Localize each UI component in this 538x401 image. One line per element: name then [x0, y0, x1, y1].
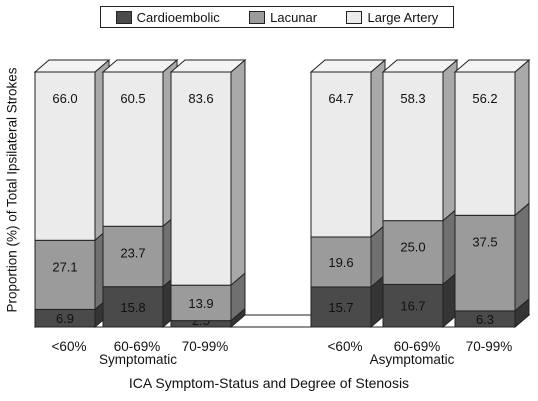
bar-2-top — [101, 59, 179, 73]
legend-swatch-large-artery — [346, 10, 363, 24]
bar-6-large-artery-side — [514, 58, 530, 217]
legend-swatch-lacunar — [249, 10, 266, 24]
bar-1-top — [33, 59, 111, 73]
legend-label-lacunar: Lacunar — [270, 9, 318, 25]
bar-3-top — [169, 59, 247, 73]
bar-6-lacunar-value-label: 37.5 — [472, 234, 497, 249]
group-label-asymptomatic: Asymptomatic — [369, 352, 455, 367]
legend-label-large-artery: Large Artery — [367, 9, 439, 25]
bar-4-large-artery-front — [310, 71, 372, 238]
bar-1-large-artery-value-label: 66.0 — [52, 91, 77, 106]
x-tick-label-3: 70-99% — [182, 339, 229, 354]
bar-5-lacunar-front — [382, 220, 444, 285]
chart-legend: Cardioembolic Lacunar Large Artery — [100, 6, 454, 28]
legend-item-lacunar: Lacunar — [249, 10, 317, 25]
legend-label-cardioembolic: Cardioembolic — [136, 9, 220, 25]
x-tick-label-1: <60% — [52, 339, 87, 354]
bar-5-lacunar-value-label: 25.0 — [400, 240, 425, 255]
bar-5-cardioembolic-value-label: 16.7 — [400, 299, 425, 314]
bar-6-top — [453, 59, 531, 73]
legend-item-cardioembolic: Cardioembolic — [115, 9, 220, 25]
x-tick-label-4: <60% — [328, 339, 363, 354]
bar-1-large-artery-front — [34, 71, 96, 241]
x-tick-label-6: 70-99% — [466, 339, 513, 354]
bar-2-lacunar-value-label: 23.7 — [120, 245, 145, 260]
bar-6-lacunar-side — [514, 202, 530, 313]
bar-5-large-artery-front — [382, 71, 444, 222]
bar-5-large-artery-value-label: 58.3 — [400, 91, 425, 106]
bar-3-lacunar-front — [170, 284, 232, 322]
bar-6-large-artery-front — [454, 71, 516, 216]
bar-2-cardioembolic-front — [102, 286, 164, 328]
bar-4-lacunar-value-label: 19.6 — [328, 255, 353, 270]
bar-3-lacunar-value-label: 13.9 — [188, 296, 213, 311]
bar-2-lacunar-front — [102, 225, 164, 288]
group-label-symptomatic: Symptomatic — [98, 352, 178, 367]
bar-6-lacunar-front — [454, 214, 516, 312]
bar-5-cardioembolic-front — [382, 283, 444, 328]
bar-5-top — [381, 59, 459, 73]
bar-3-large-artery-value-label: 83.6 — [188, 91, 213, 106]
bar-4-large-artery-value-label: 64.7 — [328, 91, 353, 106]
x-axis-label: ICA Symptom-Status and Degree of Stenosi… — [128, 375, 410, 391]
legend-item-large-artery: Large Artery — [346, 10, 438, 25]
x-tick-label-2: 60-69% — [114, 339, 161, 354]
bar-2-large-artery-value-label: 60.5 — [120, 91, 145, 106]
bar-2-cardioembolic-value-label: 15.8 — [120, 300, 145, 315]
bar-1-cardioembolic-value-label: 6.9 — [56, 311, 74, 326]
x-tick-label-5: 60-69% — [394, 339, 441, 354]
bar-6-large-artery-value-label: 56.2 — [472, 91, 497, 106]
bar-4-top — [309, 59, 387, 73]
legend-swatch-cardioembolic — [115, 10, 132, 24]
bar-6-cardioembolic-value-label: 6.3 — [476, 312, 494, 327]
bar-1-lacunar-front — [34, 239, 96, 310]
bar-3-large-artery-side — [230, 58, 246, 287]
bar-3-large-artery-front — [170, 71, 232, 286]
bar-1-lacunar-value-label: 27.1 — [52, 259, 77, 274]
bar-4-cardioembolic-value-label: 15.7 — [328, 300, 353, 315]
